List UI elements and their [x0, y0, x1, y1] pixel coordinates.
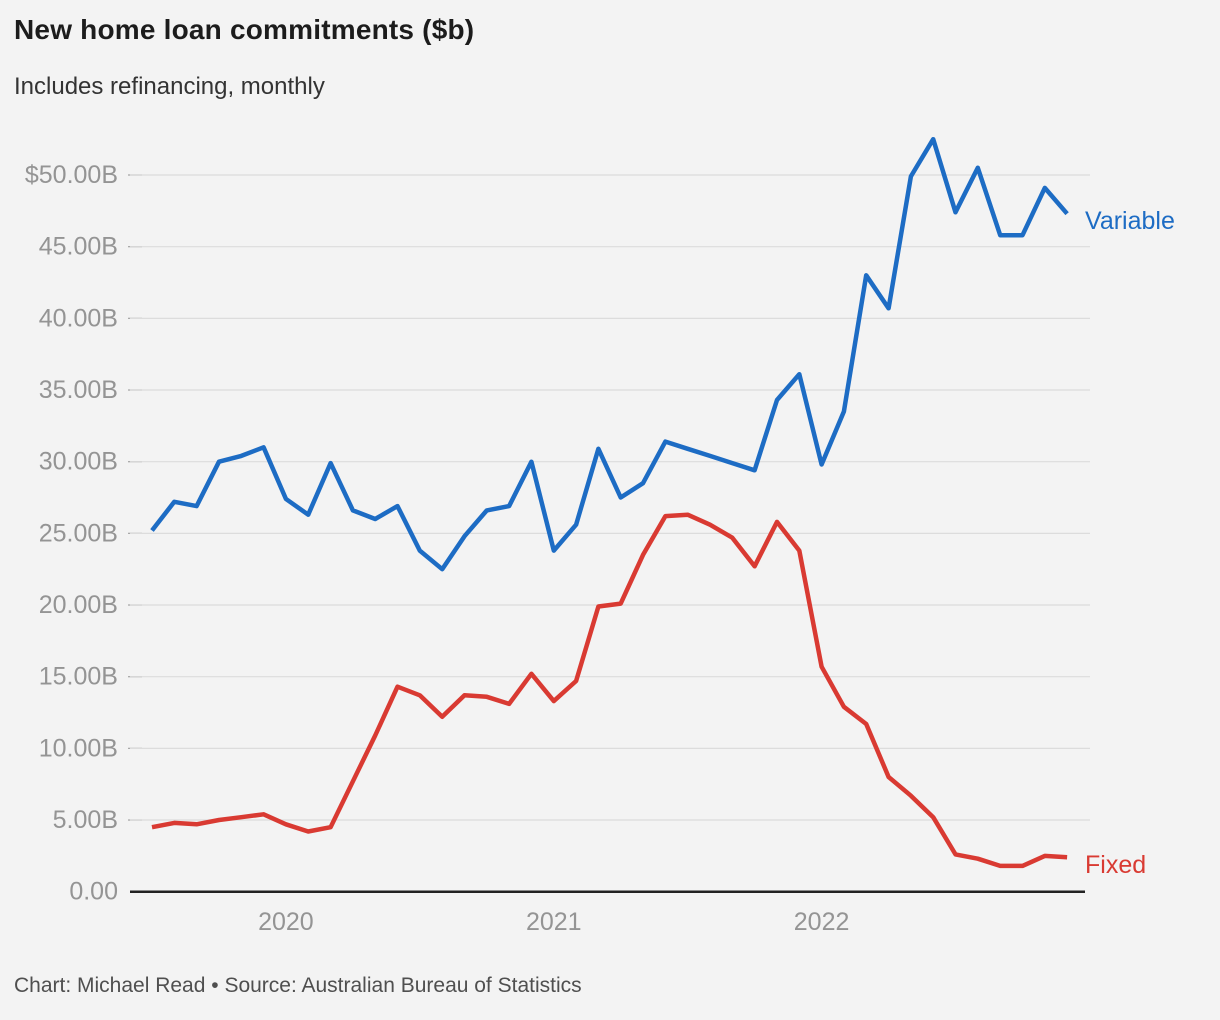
- y-tick-label: 40.00B: [39, 304, 118, 332]
- y-tick-label: 10.00B: [39, 734, 118, 762]
- y-tick-label: 45.00B: [39, 233, 118, 261]
- series-label-fixed: Fixed: [1085, 851, 1147, 879]
- chart-subtitle: Includes refinancing, monthly: [14, 73, 325, 100]
- y-tick-label: 25.00B: [39, 519, 118, 547]
- chart-credit: Chart: Michael Read • Source: Australian…: [14, 974, 582, 997]
- chart-title: New home loan commitments ($b): [14, 14, 475, 45]
- y-tick-label: $50.00B: [25, 161, 118, 189]
- y-tick-label: 20.00B: [39, 591, 118, 619]
- y-tick-label: 5.00B: [53, 806, 118, 834]
- y-tick-label: 35.00B: [39, 376, 118, 404]
- x-tick-label: 2022: [794, 908, 850, 936]
- series-line-fixed: [151, 512, 1068, 869]
- x-tick-label: 2020: [258, 908, 314, 936]
- y-tick-label: 15.00B: [39, 663, 118, 691]
- series-label-variable: Variable: [1085, 207, 1175, 235]
- x-tick-label: 2021: [526, 908, 582, 936]
- y-tick-label: 30.00B: [39, 448, 118, 476]
- line-chart-canvas: $50.00B 45.00B 40.00B 35.00B 30.00B 25.00B 20.…: [25, 136, 1090, 936]
- series-line-variable: [150, 136, 1069, 572]
- y-tick-label: 0.00: [69, 878, 118, 906]
